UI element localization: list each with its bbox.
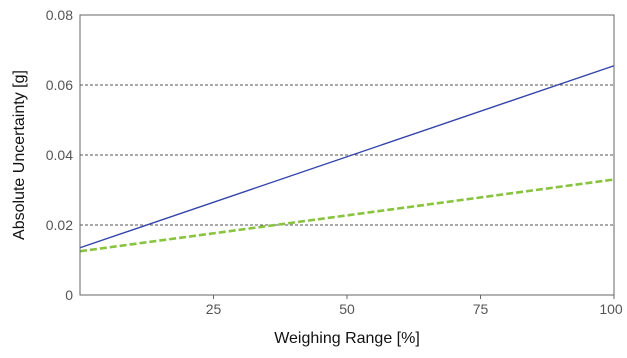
series-layer [79,65,615,253]
series-line-dashed [79,178,615,253]
tick-layer: 0 0.02 0.04 0.06 0.08 25 50 75 100 [46,7,623,317]
y-tick-label: 0 [65,287,73,303]
y-tick-label: 0.04 [46,147,73,163]
y-tick-label: 0.08 [46,7,73,23]
x-tick-label: 25 [206,301,222,317]
x-axis-title: Weighing Range [%] [274,330,420,347]
y-tick-label: 0.02 [46,217,73,233]
y-tick-label: 0.06 [46,77,73,93]
x-tick-label: 100 [599,301,623,317]
x-tick-label: 75 [473,301,489,317]
y-axis-title: Absolute Uncertainty [g] [11,70,28,240]
series-line-solid [79,65,615,249]
grid-layer [80,84,614,226]
x-tick-label: 50 [339,301,355,317]
